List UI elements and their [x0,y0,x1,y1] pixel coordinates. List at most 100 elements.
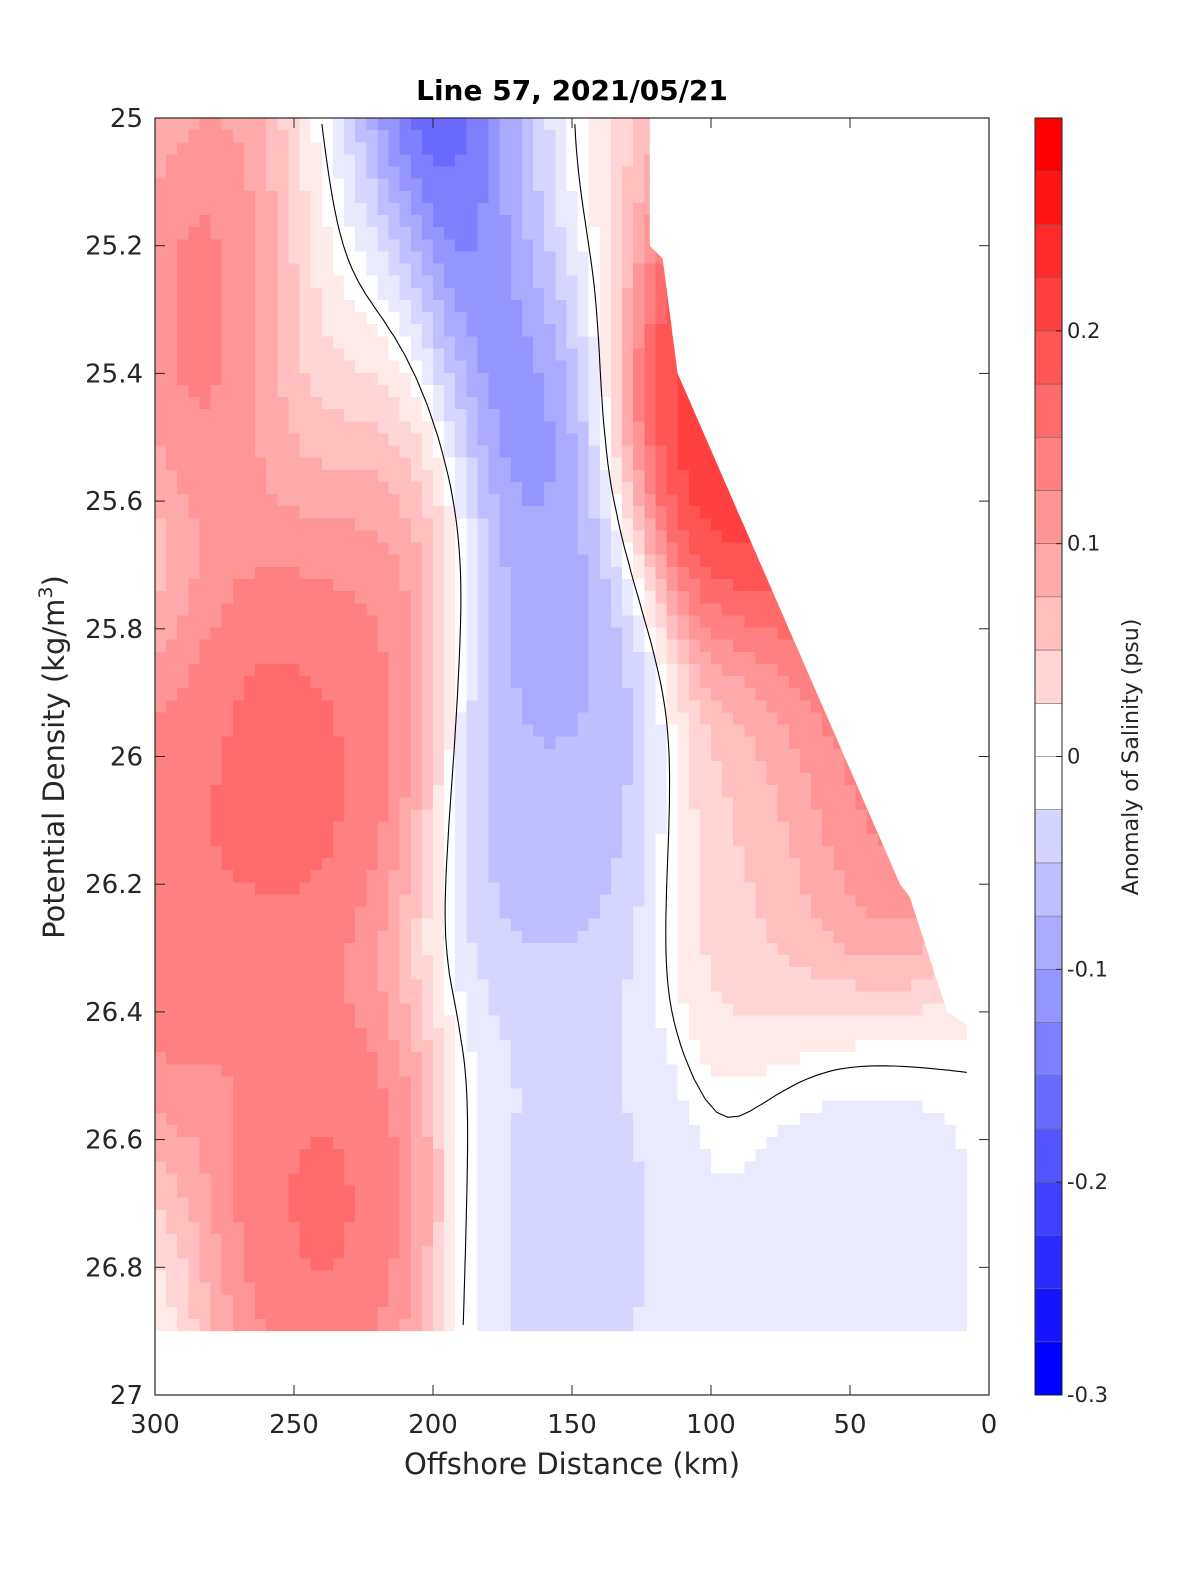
field-cell [344,215,356,228]
field-cell [722,542,734,556]
field-cell [166,239,178,253]
field-cell [488,712,501,726]
field-cell [243,372,256,386]
field-cell [366,554,378,568]
field-cell [232,202,245,216]
field-cell [722,566,734,580]
field-cell [421,118,434,131]
field-cell [655,384,668,398]
field-cell [199,639,212,653]
field-cell [255,700,267,714]
field-cell [455,663,467,677]
field-cell [243,676,256,689]
field-cell [455,348,467,362]
field-cell [655,397,668,410]
field-cell [177,275,189,289]
field-cell [177,324,189,337]
field-cell [577,336,590,350]
field-cell [277,494,290,507]
field-cell [777,845,790,859]
field-cell [610,336,623,350]
field-cell [155,809,167,823]
field-cell [288,833,301,847]
field-cell [533,591,545,604]
field-cell [633,858,645,871]
field-cell [877,882,890,896]
field-cell [644,651,656,665]
field-cell [355,676,367,689]
field-cell [777,651,790,665]
field-cell [166,700,178,714]
field-cell [155,906,167,920]
field-cell [488,372,501,386]
field-cell [677,494,690,507]
field-cell [566,469,579,483]
field-cell [355,481,367,495]
field-cell [355,554,367,568]
field-cell [566,809,579,823]
field-cell [688,566,701,580]
field-cell [177,797,189,811]
field-cell [555,736,568,750]
field-cell [377,773,390,786]
field-cell [455,870,467,883]
field-cell [155,566,167,580]
field-cell [377,894,390,908]
field-cell [555,748,568,762]
field-cell [588,603,601,616]
field-cell [410,178,423,192]
field-cell [221,663,234,677]
field-cell [822,906,834,920]
field-cell [199,506,212,519]
field-cell [833,906,846,920]
field-cell [711,736,723,750]
field-cell [455,275,467,289]
field-cell [421,760,434,774]
field-cell [221,166,234,180]
field-cell [243,700,256,714]
field-cell [788,797,801,811]
field-cell [444,397,456,410]
field-cell [177,676,189,689]
field-cell [655,639,668,653]
field-cell [310,227,323,240]
field-cell [688,894,701,908]
field-cell [833,870,846,883]
field-cell [588,530,601,544]
field-cell [544,481,556,495]
field-cell [455,239,467,253]
field-cell [421,748,434,762]
field-cell [166,130,178,143]
field-cell [255,506,267,519]
field-cell [622,275,634,289]
field-cell [421,688,434,701]
field-cell [599,154,612,168]
field-cell [344,882,356,896]
field-cell [555,627,568,641]
field-cell [433,712,445,726]
field-cell [655,688,668,701]
field-cell [544,263,556,277]
field-cell [544,215,556,228]
field-cell [299,906,312,920]
field-cell [521,760,534,774]
field-cell [533,421,545,435]
field-cell [310,384,323,398]
field-cell [166,858,178,871]
field-cell [288,494,301,507]
field-cell [266,142,278,155]
field-cell [555,166,568,180]
field-cell [555,312,568,325]
field-cell [622,579,634,592]
field-cell [455,445,467,459]
field-cell [555,275,568,289]
field-cell [622,785,634,798]
field-cell [444,494,456,507]
field-cell [811,882,823,896]
field-cell [455,785,467,798]
field-cell [321,918,334,932]
field-cell [599,299,612,313]
field-cell [232,227,245,240]
field-cell [410,579,423,592]
field-cell [666,700,679,714]
